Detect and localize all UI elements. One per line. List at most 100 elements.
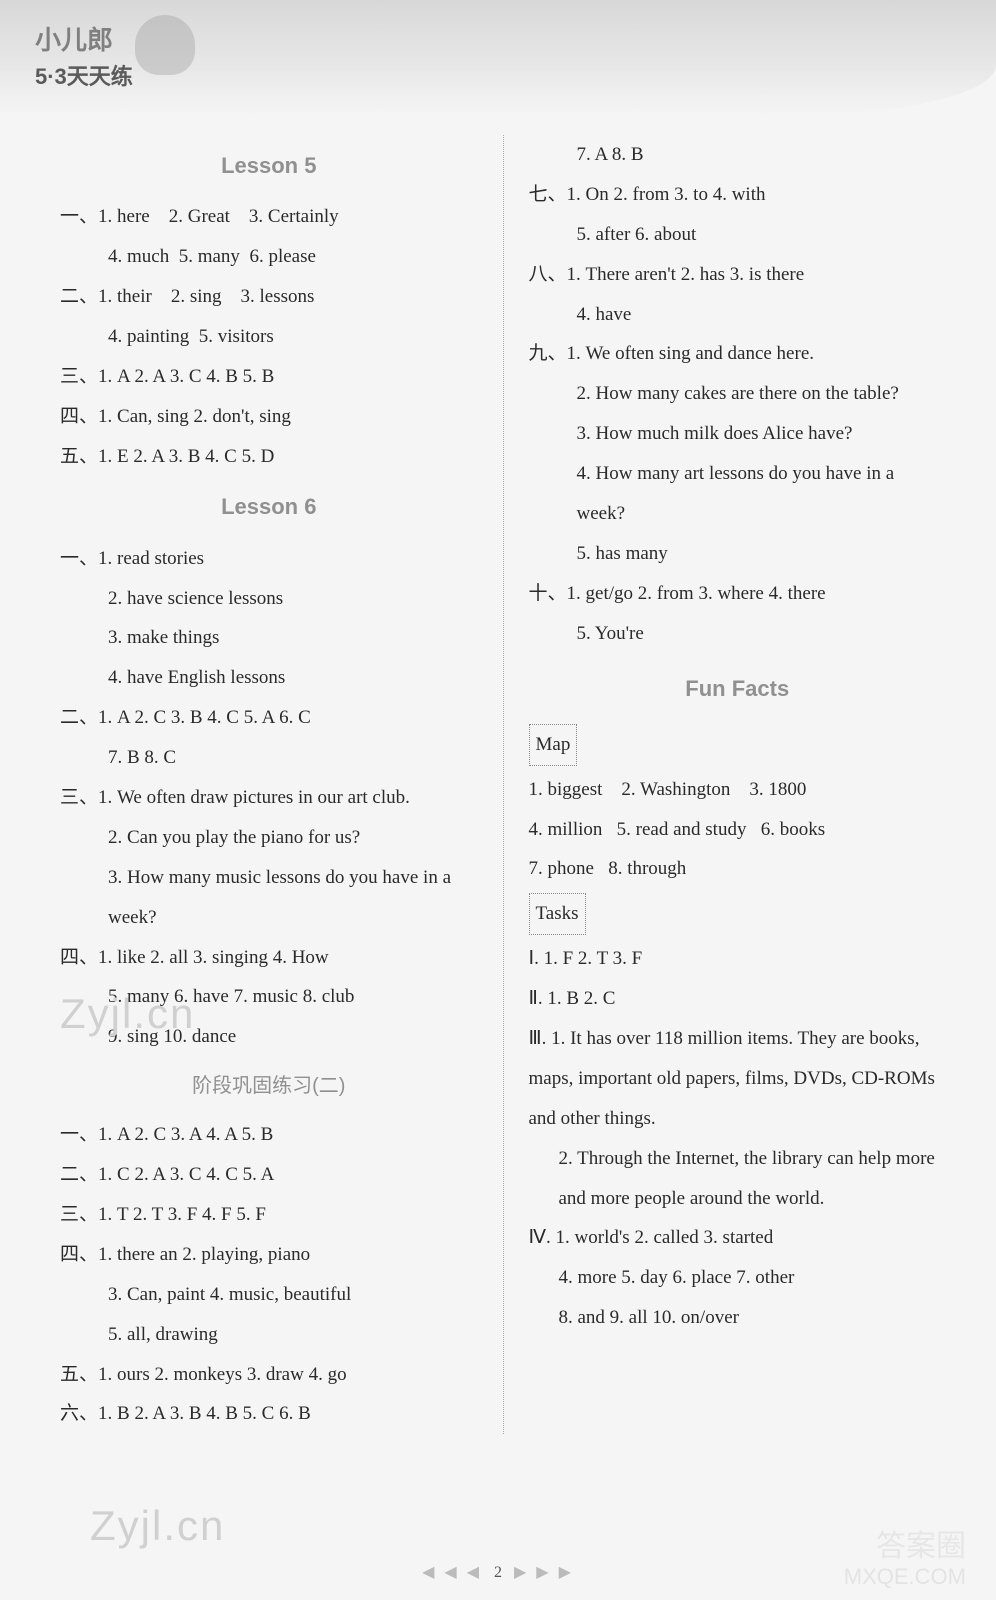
section-num: 十、 [529,583,567,604]
answers: 7. B 8. C [108,747,176,768]
item: 2. Can you play the piano for us? [108,827,360,848]
left-column: Lesson 5 一、 1. here 2. Great 3. Certainly… [60,135,504,1434]
t4-l2: 4. more 5. day 6. place 7. other [529,1258,947,1298]
l5-s2-line2: 4. painting 5. visitors [60,317,478,357]
item: 6. please [249,246,315,267]
item: 2. Great [169,206,230,227]
item: 3. How much milk does Alice have? [577,423,853,444]
answers: 1. B 2. C [547,988,615,1009]
tasks-label: Tasks [529,893,586,935]
item: 1. We often sing and dance here. [567,343,814,364]
item: 5. many [179,246,240,267]
item: 5. all, drawing [108,1324,218,1345]
item: 1. It has over 118 million items. They a… [529,1028,935,1129]
l6-section2: 二、1. A 2. C 3. B 4. C 5. A 6. C [60,698,478,738]
item: 5. read and study [617,819,747,840]
task2: Ⅱ. 1. B 2. C [529,979,947,1019]
right-arrows-icon: ▶ ▶ ▶ [514,1564,574,1581]
st-section1: 一、1. A 2. C 3. A 4. A 5. B [60,1115,478,1155]
task-num: Ⅱ. [529,988,543,1009]
logo-main: 小儿郎 [35,20,133,57]
section-num: 二、 [60,1164,98,1185]
section-num: 三、 [60,1204,98,1225]
answers: 5. You're [577,623,644,644]
funfacts-title: Fun Facts [529,666,947,712]
map-label: Map [529,724,578,766]
right-column: 7. A 8. B 七、1. On 2. from 3. to 4. with … [504,135,947,1434]
item: 2. have science lessons [108,588,283,609]
section-num: 二、 [60,707,98,728]
tasks-box: Tasks [529,889,947,939]
section-num: 七、 [529,184,567,205]
st-s4-i3: 5. all, drawing [60,1315,478,1355]
task-num: Ⅰ. [529,948,539,969]
item: 2. Through the Internet, the library can… [559,1148,935,1209]
answers: 1. A 2. A 3. C 4. B 5. B [98,366,274,387]
l6-s1-i4: 4. have English lessons [60,658,478,698]
l5-section4: 四、1. Can, sing 2. don't, sing [60,397,478,437]
st-section3: 三、1. T 2. T 3. F 4. F 5. F [60,1195,478,1235]
l6-s2-l2: 7. B 8. C [60,738,478,778]
st-section2: 二、1. C 2. A 3. C 4. C 5. A [60,1155,478,1195]
section-num: 一、 [60,548,98,569]
task-num: Ⅲ. [529,1028,547,1049]
section-num: 三、 [60,366,98,387]
item: 1. there an 2. playing, piano [98,1244,310,1265]
answers: 8. and 9. all 10. on/over [559,1307,739,1328]
task1: Ⅰ. 1. F 2. T 3. F [529,939,947,979]
section7: 七、1. On 2. from 3. to 4. with [529,175,947,215]
section-num: 五、 [60,446,98,467]
task-num: Ⅳ. [529,1227,551,1248]
t3-i2: 2. Through the Internet, the library can… [529,1139,947,1219]
item: 5. has many [577,543,668,564]
section9: 九、1. We often sing and dance here. [529,334,947,374]
answers: 1. There aren't 2. has 3. is there [567,264,805,285]
section-num: 一、 [60,1124,98,1145]
item: 5. visitors [199,326,274,347]
section-num: 四、 [60,1244,98,1265]
lesson6-title: Lesson 6 [60,484,478,530]
item: 4. How many art lessons do you have in a… [577,463,895,524]
section-num: 四、 [60,947,98,968]
answers: 1. T 2. T 3. F 4. F 5. F [98,1204,266,1225]
item: 4. much [108,246,169,267]
answers: 1. like 2. all 3. singing 4. How [98,947,329,968]
item: 1. We often draw pictures in our art clu… [98,787,410,808]
item: 8. through [608,858,686,879]
section-num: 五、 [60,1364,98,1385]
map-box: Map [529,720,947,770]
s9-i5: 5. has many [529,534,947,574]
watermark-daanquan: 答案圈 [876,1521,966,1565]
answers: 4. more 5. day 6. place 7. other [559,1267,795,1288]
l6-s1-i3: 3. make things [60,618,478,658]
answers: 1. B 2. A 3. B 4. B 5. C 6. B [98,1403,311,1424]
section10: 十、1. get/go 2. from 3. where 4. there [529,574,947,614]
answers: 1. ours 2. monkeys 3. draw 4. go [98,1364,347,1385]
answers: 4. have [577,304,632,325]
s8-l2: 4. have [529,295,947,335]
s9-i3: 3. How much milk does Alice have? [529,414,947,454]
item: 1. their [98,286,152,307]
logo-area: 小儿郎 5·3天天练 [35,20,133,91]
st-s4-i2: 3. Can, paint 4. music, beautiful [60,1275,478,1315]
logo-sub: 5·3天天练 [35,59,133,91]
item: 1. biggest [529,779,603,800]
answers: 1. F 2. T 3. F [544,948,643,969]
item: 6. books [761,819,825,840]
left-arrows-icon: ◀ ◀ ◀ [422,1564,482,1581]
answers: 7. A 8. B [577,144,644,165]
section8: 八、1. There aren't 2. has 3. is there [529,255,947,295]
l6-section4: 四、1. like 2. all 3. singing 4. How [60,938,478,978]
l5-section2: 二、1. their 2. sing 3. lessons [60,277,478,317]
page-header: 小儿郎 5·3天天练 [0,0,996,115]
l5-section3: 三、1. A 2. A 3. C 4. B 5. B [60,357,478,397]
answers: 1. get/go 2. from 3. where 4. there [567,583,826,604]
item: 1. here [98,206,150,227]
item: 3. Certainly [249,206,339,227]
lesson5-title: Lesson 5 [60,143,478,189]
s9-i2: 2. How many cakes are there on the table… [529,374,947,414]
l6-s3-i3: 3. How many music lessons do you have in… [60,858,478,938]
section-num: 三、 [60,787,98,808]
answers: 1. Can, sing 2. don't, sing [98,406,291,427]
s10-l2: 5. You're [529,614,947,654]
